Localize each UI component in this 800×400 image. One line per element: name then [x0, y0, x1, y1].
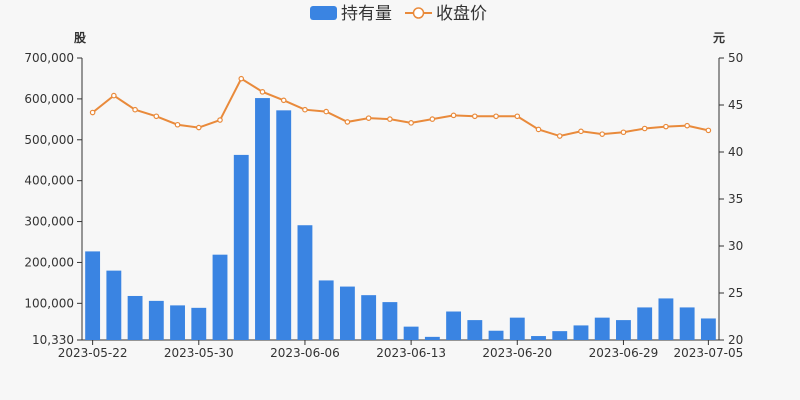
bar	[85, 251, 101, 340]
price-point	[174, 121, 181, 128]
bar	[616, 320, 631, 340]
bar	[212, 254, 228, 340]
right-axis-unit: 元	[713, 31, 725, 45]
price-point	[472, 113, 478, 120]
price-point	[302, 106, 308, 113]
price-point	[195, 124, 202, 131]
bar	[403, 326, 419, 340]
price-point	[663, 123, 669, 130]
left-axis-tick-label: 500,000	[24, 133, 74, 147]
price-point	[111, 92, 117, 99]
bar	[552, 331, 568, 340]
legend-bar-label[interactable]: 持有量	[341, 4, 392, 24]
price-point	[641, 125, 648, 132]
left-axis-tick-label: 10,330	[32, 333, 74, 347]
price-point	[153, 113, 160, 120]
price-point	[408, 120, 414, 126]
left-axis-tick-label: 200,000	[24, 255, 74, 269]
bar	[679, 307, 695, 340]
bar	[424, 336, 440, 340]
bar	[467, 320, 483, 340]
bar	[148, 300, 164, 340]
bar-series	[85, 98, 716, 340]
bar	[276, 110, 292, 340]
price-point	[89, 109, 96, 116]
left-axis-tick-label: 100,000	[24, 296, 74, 310]
price-point	[259, 89, 266, 95]
bar	[488, 330, 504, 340]
bar	[658, 298, 674, 340]
x-axis-tick-label: 2023-05-22	[58, 346, 128, 360]
price-point	[493, 113, 499, 120]
axes: 10,330 100,000 200,000 300,000 400,000 500,00…	[24, 51, 743, 360]
price-point	[217, 117, 223, 123]
bar	[339, 286, 355, 340]
legend-bar-swatch[interactable]	[310, 6, 337, 20]
price-point	[280, 97, 287, 104]
price-point	[365, 115, 372, 121]
bar	[127, 295, 143, 340]
price-point	[705, 127, 712, 134]
bar	[361, 295, 377, 340]
line-series	[89, 75, 712, 139]
right-axis-tick-label: 45	[728, 98, 743, 112]
bar	[509, 317, 525, 340]
bar	[170, 305, 185, 340]
legend-line-marker[interactable]	[412, 7, 425, 19]
left-axis-tick-label: 700,000	[24, 51, 74, 65]
price-point	[323, 108, 329, 115]
left-axis-unit: 股	[74, 30, 87, 45]
right-axis-tick-label: 25	[728, 286, 743, 300]
x-axis-tick-label: 2023-06-20	[482, 346, 552, 360]
price-point	[556, 133, 563, 139]
bar	[573, 325, 589, 340]
bar	[297, 225, 313, 340]
right-axis-tick-label: 40	[728, 145, 743, 159]
price-point	[535, 126, 542, 133]
right-axis-tick-label: 35	[728, 192, 743, 206]
left-axis-tick-label: 300,000	[24, 215, 74, 229]
price-point	[578, 128, 584, 135]
bar	[700, 318, 716, 340]
legend-line-label[interactable]: 收盘价	[436, 4, 487, 24]
price-point	[620, 129, 627, 136]
price-point	[132, 106, 138, 113]
price-point	[514, 113, 521, 120]
price-point	[684, 122, 690, 129]
bar	[382, 302, 398, 340]
bar	[233, 154, 249, 340]
bar	[531, 336, 546, 340]
left-axis-tick-label: 600,000	[24, 92, 74, 106]
bar	[318, 280, 334, 340]
x-axis-tick-label: 2023-06-13	[376, 346, 446, 360]
legend[interactable]: 持有量 收盘价	[310, 4, 487, 24]
price-point	[344, 119, 351, 125]
right-axis-tick-label: 50	[728, 51, 743, 65]
x-axis-tick-label: 2023-05-30	[164, 346, 234, 360]
price-line	[91, 77, 709, 138]
bar	[191, 307, 207, 340]
right-axis-tick-label: 20	[728, 333, 743, 347]
left-axis-tick-label: 400,000	[24, 174, 74, 188]
x-axis-tick-label: 2023-06-06	[270, 346, 340, 360]
right-axis-tick-label: 30	[728, 239, 743, 253]
price-point	[387, 116, 393, 122]
x-axis-tick-label: 2023-07-05	[674, 346, 744, 360]
price-point	[599, 131, 606, 137]
price-point	[450, 112, 457, 119]
bar	[106, 270, 122, 340]
price-point	[429, 116, 436, 122]
price-point	[238, 75, 245, 82]
bar	[594, 317, 610, 340]
bar	[255, 98, 270, 340]
bar	[637, 307, 653, 340]
bar	[446, 311, 462, 340]
x-axis-tick-label: 2023-06-29	[589, 346, 659, 360]
